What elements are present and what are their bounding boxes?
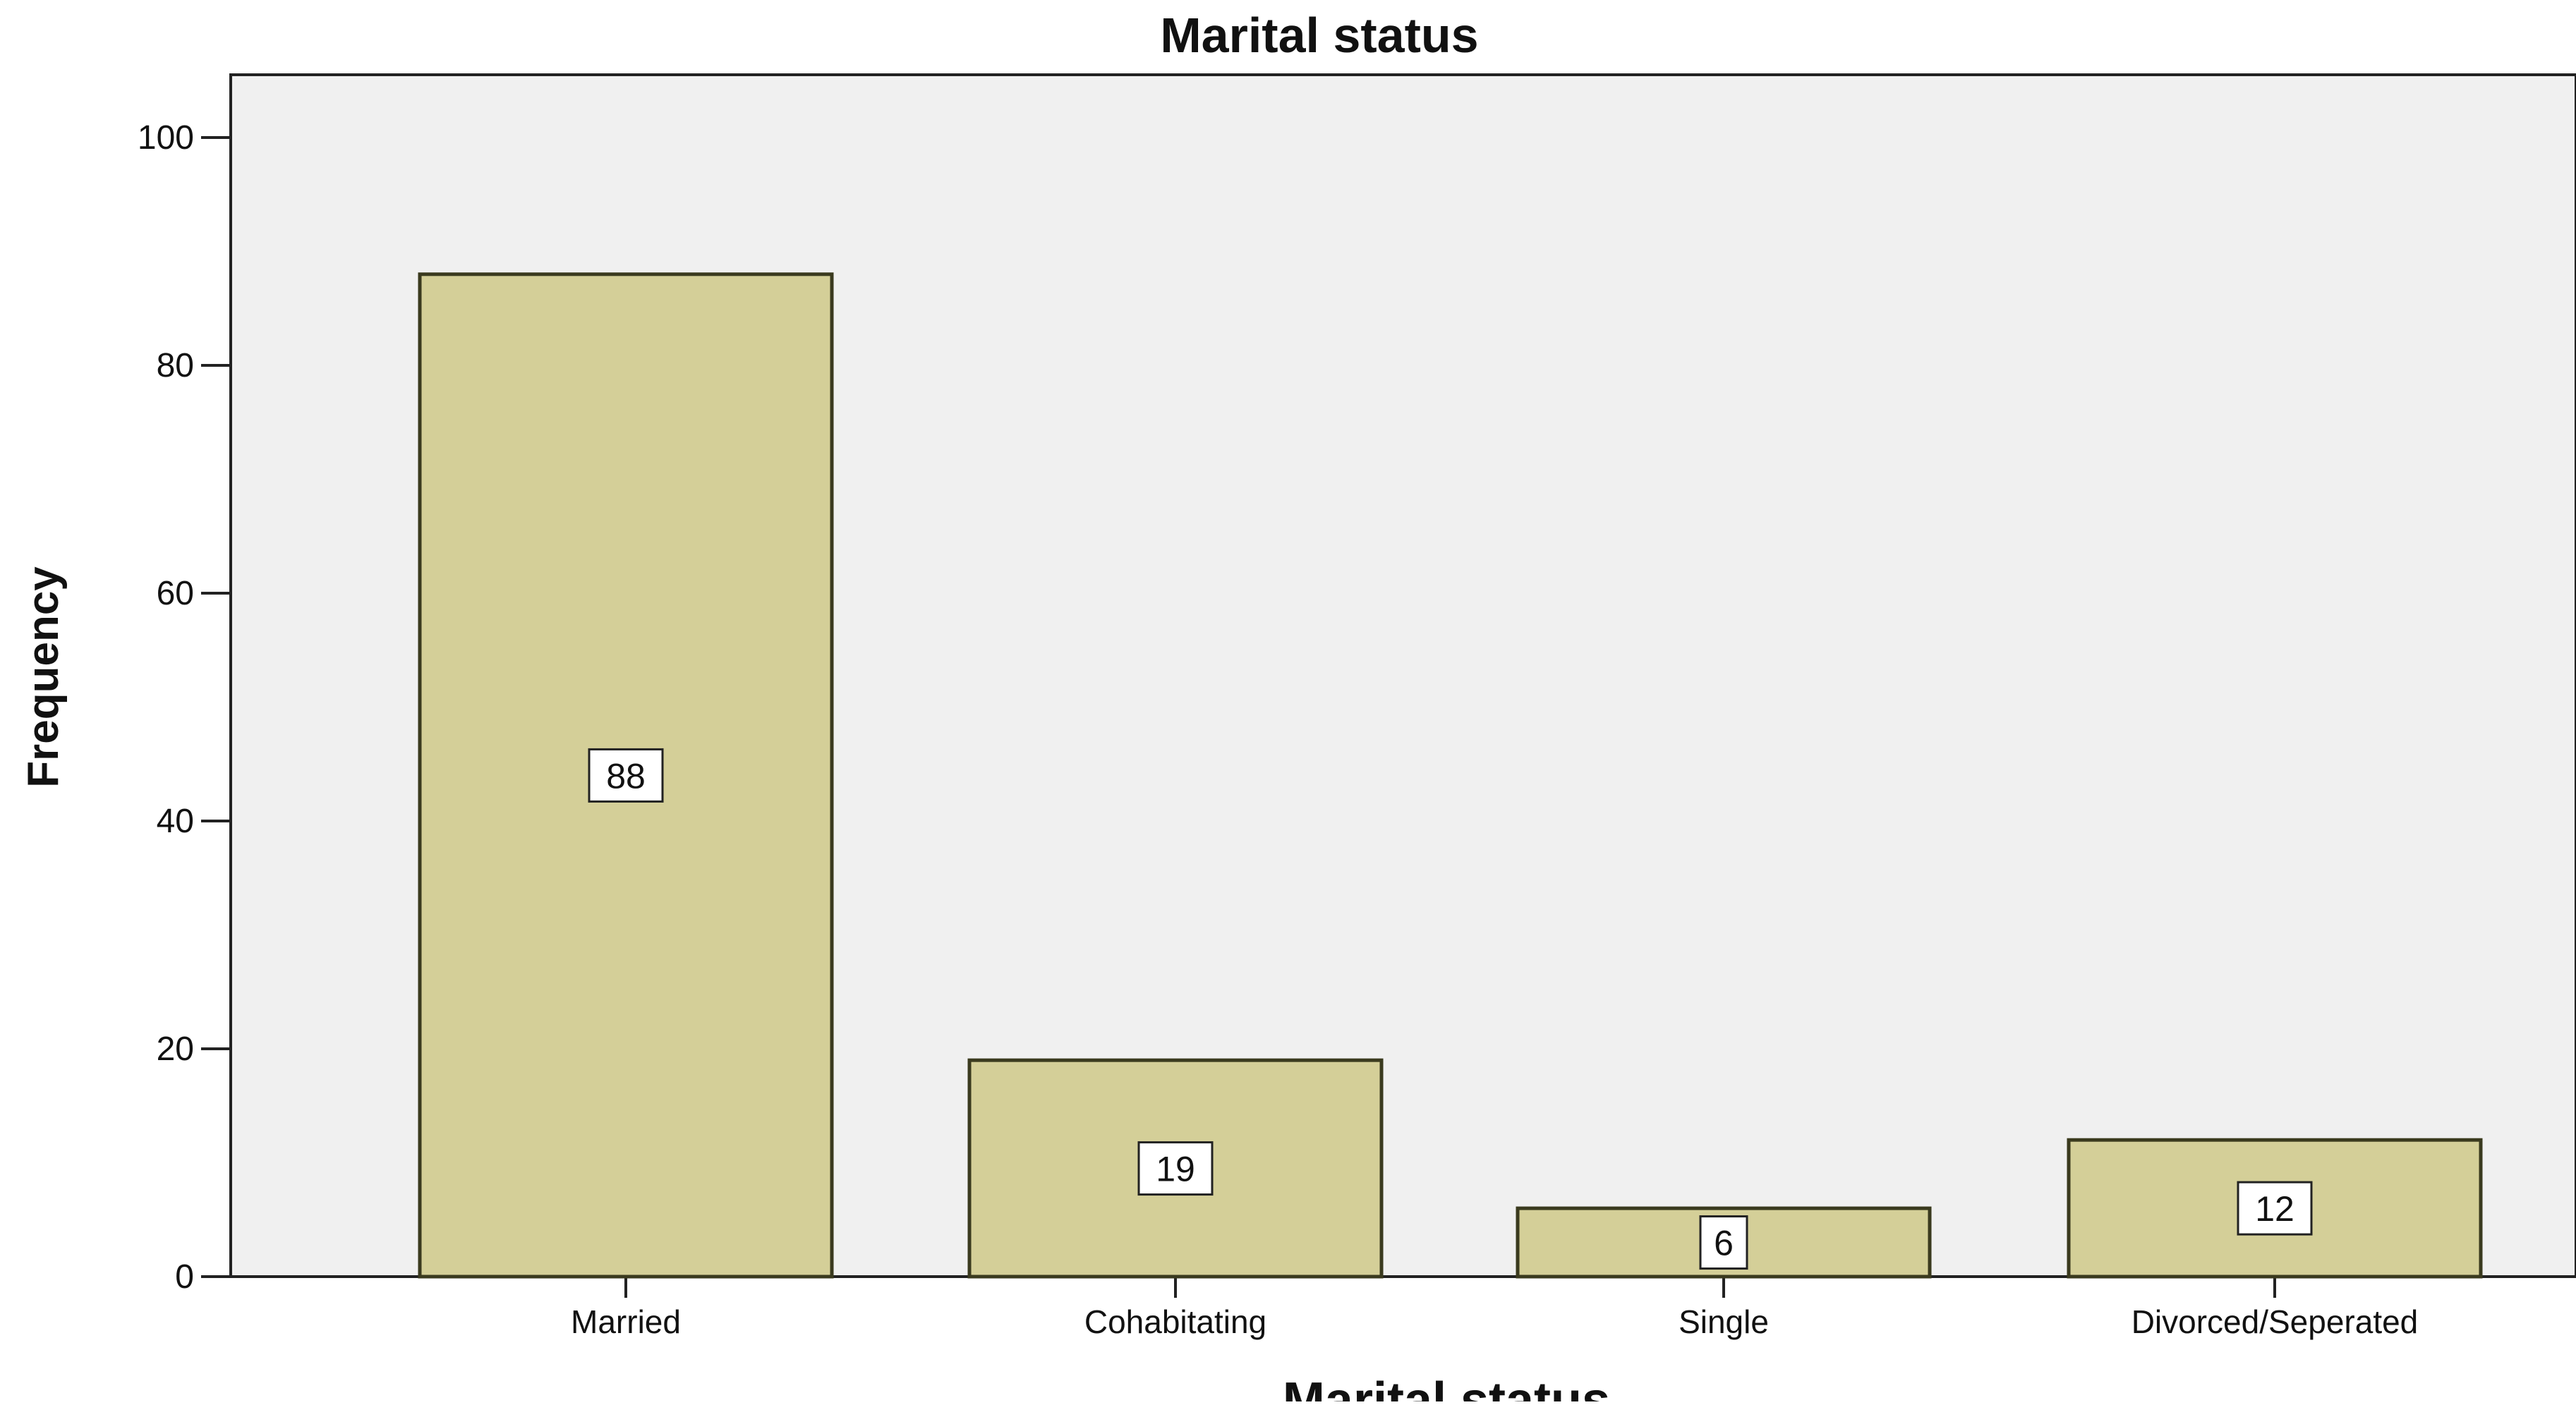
data-label-box (1699, 1215, 1748, 1270)
x-tick-label: Married (571, 1303, 681, 1340)
data-label-box (1137, 1141, 1214, 1196)
x-tick-label: Cohabitating (1084, 1303, 1266, 1340)
data-label: 12 (2255, 1189, 2294, 1229)
chart-title: Marital status (1160, 8, 1478, 63)
x-tick-label: Divorced/Seperated (2131, 1303, 2419, 1340)
data-label-box (588, 748, 664, 803)
data-label-box (2237, 1181, 2313, 1236)
data-label: 88 (606, 756, 646, 796)
y-tick-label: 40 (157, 803, 194, 840)
data-label: 19 (1156, 1150, 1195, 1189)
y-axis: 0 20 40 60 80 100 (138, 75, 232, 1296)
y-tick-label: 80 (157, 347, 194, 384)
y-tick-label: 60 (157, 575, 194, 612)
y-axis-title: Frequency (19, 566, 68, 788)
y-tick-label: 100 (138, 119, 194, 157)
data-labels-group: 88 19 6 12 (588, 748, 2313, 1270)
y-tick-label: 20 (157, 1030, 194, 1068)
data-label: 6 (1714, 1224, 1734, 1263)
x-axis-title: Marital status (1283, 1373, 1610, 1401)
y-tick-label: 0 (175, 1258, 194, 1296)
x-tick-label: Single (1679, 1303, 1769, 1340)
